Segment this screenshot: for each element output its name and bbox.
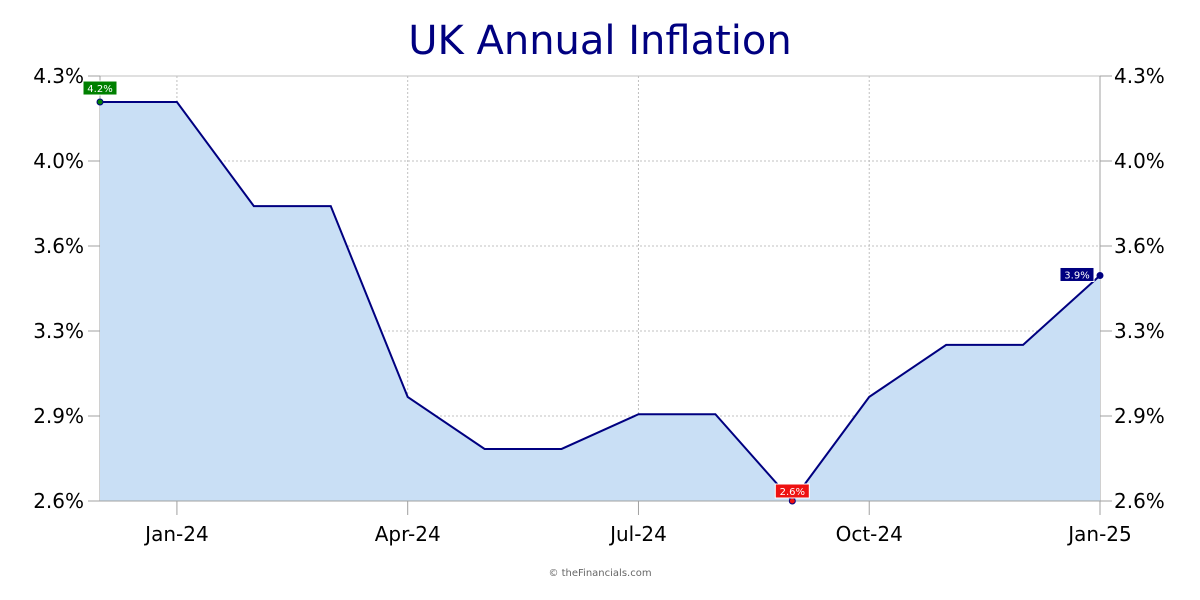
y-tick-label-right: 2.6% [1114, 489, 1165, 513]
x-tick-label: Jan-25 [1066, 522, 1132, 546]
y-tick-label-right: 3.6% [1114, 234, 1165, 258]
x-tick-label: Oct-24 [836, 522, 903, 546]
chart-title: UK Annual Inflation [408, 18, 792, 64]
y-tick-label-right: 4.3% [1114, 64, 1165, 88]
y-tick-label-left: 4.0% [33, 149, 84, 173]
value-badge [1059, 266, 1095, 282]
y-tick-label-left: 3.3% [33, 319, 84, 343]
y-tick-label-right: 4.0% [1114, 149, 1165, 173]
y-tick-label-right: 2.9% [1114, 404, 1165, 428]
y-tick-label-left: 4.3% [33, 64, 84, 88]
value-badge [774, 483, 810, 499]
point-marker [1096, 271, 1104, 279]
y-tick-label-left: 3.6% [33, 234, 84, 258]
value-badge-label: 3.9% [1064, 270, 1089, 281]
source-credit: © theFinancials.com [548, 568, 652, 579]
value-badge-label: 4.2% [87, 84, 112, 95]
x-tick-label: Jul-24 [608, 522, 667, 546]
value-badge-label: 2.6% [780, 487, 805, 498]
value-badge [82, 80, 118, 96]
point-marker [788, 497, 796, 505]
area-fill [100, 102, 1100, 501]
x-tick-label: Jan-24 [143, 522, 209, 546]
x-tick-label: Apr-24 [375, 522, 441, 546]
point-marker [96, 98, 104, 106]
y-tick-label-left: 2.9% [33, 404, 84, 428]
y-tick-label-right: 3.3% [1114, 319, 1165, 343]
series-line [100, 101, 1101, 503]
y-tick-label-left: 2.6% [33, 489, 84, 513]
